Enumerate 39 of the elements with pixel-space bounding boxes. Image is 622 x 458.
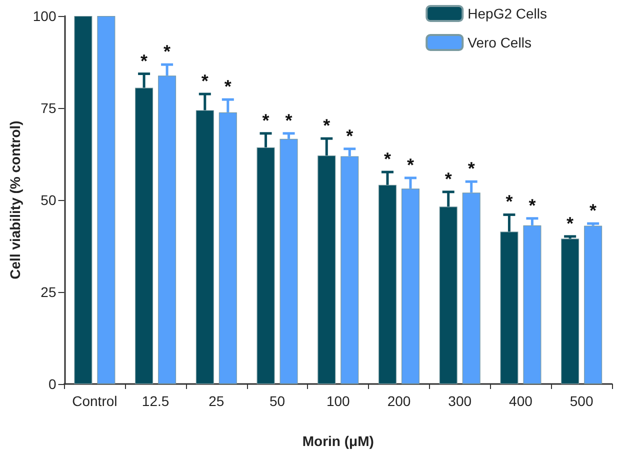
x-tick-label: 25 [208, 393, 224, 409]
data-label: * [262, 110, 270, 130]
y-tick-label: 25 [40, 284, 56, 300]
data-label: * [285, 110, 292, 130]
bar [561, 238, 580, 384]
legend-label: HepG2 Cells [468, 6, 548, 22]
data-label: * [224, 76, 232, 97]
data-label: * [590, 200, 597, 221]
legend-label: Vero Cells [468, 34, 532, 50]
data-label: * [506, 192, 513, 212]
data-label: * [566, 213, 574, 234]
data-label: * [346, 126, 354, 146]
y-tick-label: 100 [32, 8, 56, 24]
data-label: * [444, 168, 452, 189]
data-label: * [406, 154, 414, 175]
data-label: * [468, 158, 475, 179]
data-label: * [140, 50, 148, 71]
x-tick-label: Control [72, 393, 118, 409]
x-tick-label: 500 [570, 393, 594, 409]
bar [584, 226, 602, 384]
data-label: * [164, 42, 171, 62]
x-tick-label: 100 [326, 393, 350, 409]
x-tick-label: 12.5 [142, 393, 170, 409]
x-tick-label: 50 [269, 393, 286, 409]
data-label: * [323, 116, 330, 136]
bar [74, 16, 92, 384]
y-tick-label: 50 [40, 192, 56, 208]
x-axis-title: Morin (μM) [302, 433, 374, 449]
y-tick-label: 0 [48, 376, 56, 392]
data-label: * [384, 149, 391, 170]
y-tick-label: 75 [40, 100, 56, 116]
data-label: * [201, 71, 208, 92]
bar [97, 16, 116, 384]
x-tick-label: 200 [387, 393, 411, 409]
y-axis-title: Cell viability (% control) [7, 120, 23, 280]
x-tick-label: 300 [448, 393, 472, 409]
data-label: * [528, 195, 536, 216]
bar [280, 138, 298, 384]
x-tick-label: 400 [509, 393, 533, 409]
